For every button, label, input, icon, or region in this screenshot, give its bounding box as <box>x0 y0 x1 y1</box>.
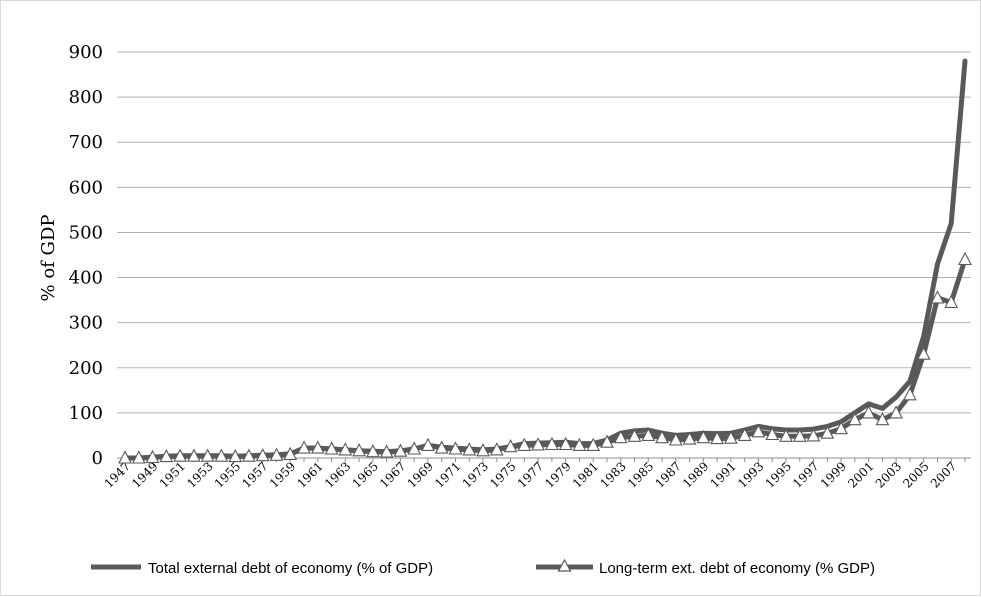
x-tick-label-2007: 2007 <box>928 459 959 490</box>
x-tick-label-1999: 1999 <box>818 459 849 490</box>
legend-label-total-debt: Total external debt of economy (% of GDP… <box>148 560 433 577</box>
y-tick-label-900: 900 <box>69 42 103 63</box>
x-tick-label-1973: 1973 <box>460 459 491 490</box>
x-tick-label-1961: 1961 <box>294 459 325 490</box>
series-lines <box>119 61 971 463</box>
y-axis-title: % of GDP <box>38 215 59 302</box>
x-tick-label-1977: 1977 <box>515 459 546 490</box>
x-tick-label-1947: 1947 <box>102 459 133 490</box>
y-tick-label-800: 800 <box>69 87 103 108</box>
x-tick-label-1955: 1955 <box>212 459 243 490</box>
x-tick-label-1997: 1997 <box>790 459 821 490</box>
x-tick-label-1963: 1963 <box>322 459 353 490</box>
x-tick-label-1995: 1995 <box>763 459 794 490</box>
legend: Total external debt of economy (% of GDP… <box>91 560 875 577</box>
x-tick-label-1951: 1951 <box>157 459 188 490</box>
x-tick-label-2005: 2005 <box>900 459 931 490</box>
x-tick-label-1985: 1985 <box>625 459 656 490</box>
y-tick-label-500: 500 <box>69 222 103 243</box>
series-line-0 <box>125 61 965 458</box>
x-tick-label-1965: 1965 <box>349 459 380 490</box>
y-tick-label-600: 600 <box>69 177 103 198</box>
y-tick-label-300: 300 <box>69 313 103 334</box>
x-tick-label-1969: 1969 <box>405 459 436 490</box>
x-tick-label-2003: 2003 <box>873 459 904 490</box>
x-tick-label-1957: 1957 <box>239 459 270 490</box>
gridlines <box>117 52 971 458</box>
x-axis: 1947194919511953195519571959196119631965… <box>102 458 965 491</box>
series-1-point-2008 <box>959 253 971 265</box>
x-tick-label-1987: 1987 <box>652 459 683 490</box>
x-tick-label-1971: 1971 <box>432 459 463 490</box>
x-tick-label-1989: 1989 <box>680 459 711 490</box>
x-tick-label-1981: 1981 <box>570 459 601 490</box>
x-tick-label-1993: 1993 <box>735 459 766 490</box>
legend-label-longterm-debt: Long-term ext. debt of economy (% GDP) <box>599 560 875 577</box>
x-tick-label-2001: 2001 <box>845 459 876 490</box>
y-tick-label-200: 200 <box>69 358 103 379</box>
x-tick-label-1991: 1991 <box>708 459 739 490</box>
y-tick-label-0: 0 <box>92 448 103 469</box>
x-tick-label-1967: 1967 <box>377 459 408 490</box>
y-tick-label-100: 100 <box>69 403 103 424</box>
x-tick-label-1975: 1975 <box>487 459 518 490</box>
x-tick-label-1983: 1983 <box>597 459 628 490</box>
x-tick-label-1949: 1949 <box>129 459 160 490</box>
x-tick-label-1979: 1979 <box>542 459 573 490</box>
y-axis-tick-labels: 0 100 200 300 400 500 600 700 800 900 <box>69 42 103 469</box>
y-tick-label-700: 700 <box>69 132 103 153</box>
x-tick-label-1953: 1953 <box>184 459 215 490</box>
x-tick-label-1959: 1959 <box>267 459 298 490</box>
y-tick-label-400: 400 <box>69 268 103 289</box>
